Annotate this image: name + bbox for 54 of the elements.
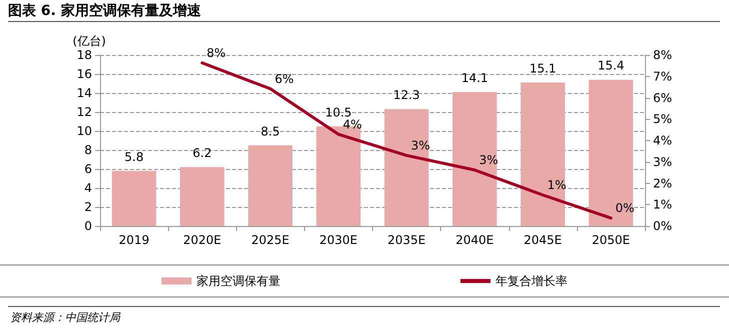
data-label: 12.3 (393, 88, 420, 102)
text: 资料来源：中国统计局 (10, 310, 120, 325)
y2-tick-label: 4% (653, 134, 672, 148)
bar (112, 170, 156, 226)
y2-tick-label: 1% (653, 198, 672, 212)
legend-label: 年复合增长率 (496, 274, 568, 288)
y-tick-label: 2 (84, 200, 92, 214)
y-tick-label: 4 (84, 181, 92, 195)
chart-title: 图表 6. 家用空调保有量及增速 (8, 2, 201, 20)
bar (588, 80, 634, 226)
bar (248, 145, 292, 226)
data-label: 6% (274, 72, 294, 86)
bar (452, 92, 497, 226)
data-label: 15.1 (529, 62, 556, 76)
data-label: 15.4 (598, 58, 624, 73)
y-tick-label: 6 (84, 162, 92, 176)
data-label: 3% (479, 152, 498, 167)
bar (384, 109, 429, 226)
y2-tick-label: 8% (653, 48, 672, 62)
y2-tick-label: 7% (653, 69, 672, 84)
y-tick-label: 18 (76, 48, 92, 62)
y-axis-title: (亿台) (72, 34, 106, 48)
y-tick-label: 8 (84, 143, 92, 157)
x-tick-label: 2030E (319, 233, 358, 247)
data-label: 6.2 (192, 146, 212, 160)
data-label: 5.8 (124, 150, 144, 164)
data-label: 14.1 (461, 71, 488, 86)
y-tick-label: 10 (76, 124, 92, 138)
data-label: 0% (615, 201, 634, 216)
legend-label: 家用空调保有量 (196, 274, 280, 288)
data-label: 3% (411, 138, 430, 152)
y2-tick-label: 3% (653, 154, 672, 169)
bar (180, 167, 224, 226)
data-label: 4% (342, 117, 362, 132)
data-label: 8% (206, 46, 226, 60)
y-tick-label: 0 (84, 219, 92, 233)
x-tick-label: 2035E (388, 233, 426, 247)
y-tick-label: 14 (76, 86, 92, 100)
x-tick-label: 2025E (251, 233, 290, 247)
data-label: 10.5 (325, 105, 352, 120)
y-tick-label: 12 (76, 105, 92, 119)
x-tick-label: 2019 (118, 233, 150, 247)
y-tick-label: 16 (76, 67, 92, 81)
data-label: 1% (547, 178, 566, 192)
bar (520, 82, 565, 226)
x-tick-label: 2045E (524, 233, 562, 247)
y2-tick-label: 5% (653, 112, 672, 126)
x-tick-label: 2050E (592, 233, 630, 247)
data-label: 8.5 (260, 124, 280, 138)
x-tick-label: 2020E (183, 233, 222, 247)
y2-tick-label: 2% (653, 176, 672, 190)
y2-tick-label: 6% (653, 90, 672, 105)
x-tick-label: 2040E (456, 233, 494, 247)
y2-tick-label: 0% (653, 219, 672, 233)
